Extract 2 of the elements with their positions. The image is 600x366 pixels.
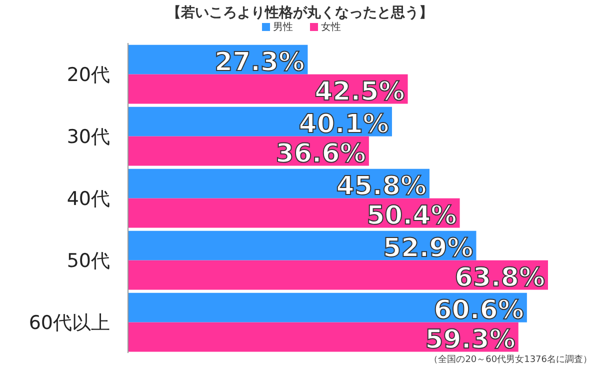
annotation: （全国の20～60代男女1376名に調査） <box>429 355 592 365</box>
title: 【若いころより性格が丸くなったと思う】 <box>167 5 433 21</box>
